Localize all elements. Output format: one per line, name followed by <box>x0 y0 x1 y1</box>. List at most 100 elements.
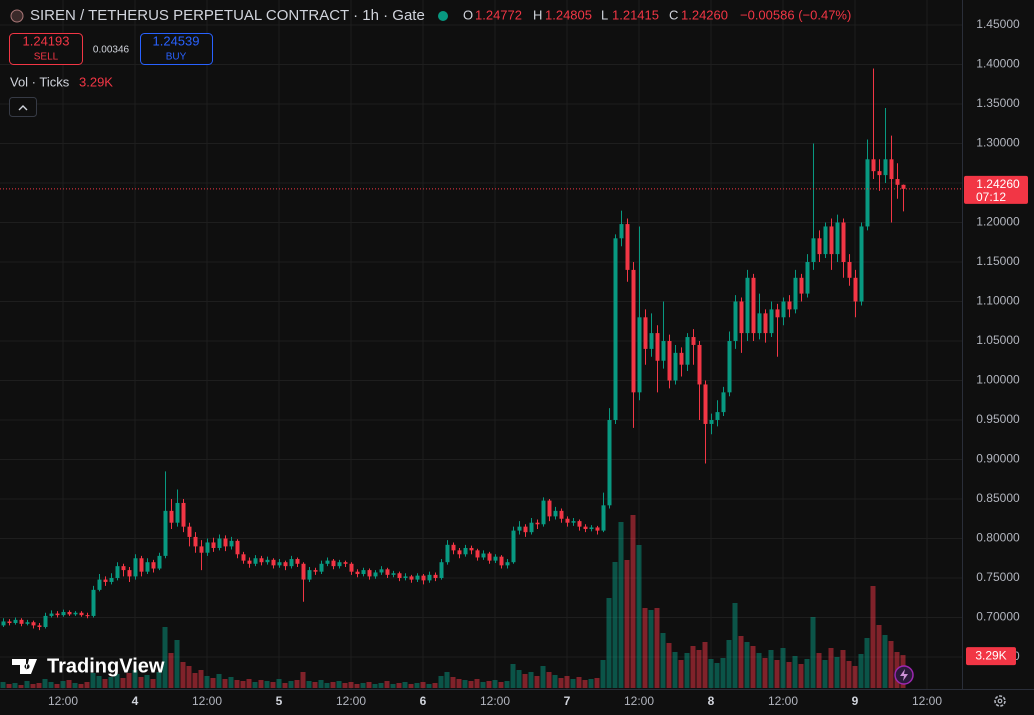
volume-bar <box>726 640 732 688</box>
candle-body <box>535 522 540 525</box>
volume-bar <box>528 672 534 688</box>
volume-bar <box>594 678 600 688</box>
volume-bar <box>642 608 648 688</box>
collapse-button[interactable] <box>9 97 37 117</box>
candle-body <box>673 352 678 381</box>
volume-bar <box>180 662 186 688</box>
volume-bar <box>54 684 60 688</box>
volume-bar <box>762 658 768 688</box>
volume-bar <box>792 656 798 688</box>
x-tick-label: 6 <box>420 694 427 708</box>
volume-bar <box>348 682 354 688</box>
candle-body <box>325 560 330 564</box>
volume-bar <box>114 674 120 688</box>
candle-body <box>49 613 54 616</box>
volume-bar <box>450 677 456 688</box>
volume-bar <box>42 679 48 688</box>
candle-body <box>337 562 342 567</box>
symbol-icon <box>10 9 24 23</box>
candle-body <box>403 576 408 578</box>
candle-body <box>475 550 480 558</box>
candle-body <box>67 611 72 615</box>
volume-bar <box>228 677 234 688</box>
volume-bar <box>174 640 180 688</box>
volume-bar <box>18 685 24 688</box>
sell-price[interactable]: 1.24193 <box>23 33 70 48</box>
volume-bar <box>204 676 210 688</box>
volume-bar <box>522 674 528 688</box>
candle-body <box>73 612 78 615</box>
y-tick-label: 1.40000 <box>976 57 1020 71</box>
candle-body <box>445 544 450 563</box>
volume-bar <box>258 680 264 688</box>
candle-body <box>787 301 792 310</box>
candle-body <box>109 578 114 582</box>
candle-body <box>157 555 162 569</box>
volume-bar <box>546 672 552 688</box>
buy-label[interactable]: BUY <box>166 52 187 63</box>
sell-label[interactable]: SELL <box>34 52 59 63</box>
candle-body <box>391 573 396 575</box>
volume-bar <box>300 672 306 688</box>
candles <box>0 68 962 631</box>
candle-body <box>769 309 774 334</box>
candle-body <box>211 542 216 548</box>
candle-body <box>571 521 576 523</box>
settings-icon-center <box>997 698 1003 704</box>
volume-bar <box>276 679 282 688</box>
sell-button[interactable] <box>9 33 83 65</box>
candle-body <box>799 277 804 294</box>
y-tick-label: 1.05000 <box>976 333 1020 347</box>
volume-bar <box>420 682 426 688</box>
candle-body <box>193 536 198 547</box>
volume-bar <box>408 684 414 688</box>
volume-bar <box>786 662 792 688</box>
x-tick-label: 12:00 <box>48 694 78 708</box>
candle-body <box>265 559 270 563</box>
volume-bar <box>654 608 660 688</box>
volume-bar <box>186 666 192 688</box>
volume-bar <box>234 680 240 688</box>
candle-body <box>361 570 366 575</box>
candle-body <box>469 547 474 551</box>
volume-bar <box>816 653 822 688</box>
y-tick-label: 1.30000 <box>976 136 1020 150</box>
buy-price[interactable]: 1.24539 <box>153 33 200 48</box>
candle-body <box>313 570 318 572</box>
volume-bar <box>216 674 222 688</box>
candle-body <box>43 615 48 627</box>
candle-body <box>343 562 348 564</box>
ohlc-value: 1.24805 <box>545 7 592 22</box>
volume-bar <box>102 679 108 688</box>
volume-bar <box>84 682 90 688</box>
candle-body <box>1 621 6 626</box>
volume-bar <box>780 648 786 688</box>
candle-body <box>187 526 192 537</box>
volume-bar <box>198 670 204 688</box>
candle-body <box>715 412 720 420</box>
y-tick-label: 0.75000 <box>976 570 1020 584</box>
candle-body <box>163 510 168 556</box>
candle-body <box>517 526 522 531</box>
volume-bar <box>510 664 516 688</box>
volume-bar <box>474 679 480 688</box>
candle-body <box>493 556 498 561</box>
buy-button[interactable] <box>140 33 213 65</box>
volume-bar <box>354 684 360 688</box>
candle-body <box>457 550 462 555</box>
volume-bar <box>486 681 492 688</box>
volume-bar <box>402 682 408 688</box>
candle-body <box>235 540 240 555</box>
candle-body <box>259 558 264 563</box>
volume-bar <box>744 642 750 688</box>
volume-bar <box>468 681 474 688</box>
y-tick-label: 0.70000 <box>976 610 1020 624</box>
settings-icon[interactable] <box>994 695 1006 707</box>
candle-body <box>175 502 180 523</box>
candle-body <box>559 510 564 519</box>
y-tick-label: 1.35000 <box>976 96 1020 110</box>
volume-bar <box>828 648 834 688</box>
x-tick-label: 7 <box>564 694 571 708</box>
candle-body <box>7 621 12 624</box>
